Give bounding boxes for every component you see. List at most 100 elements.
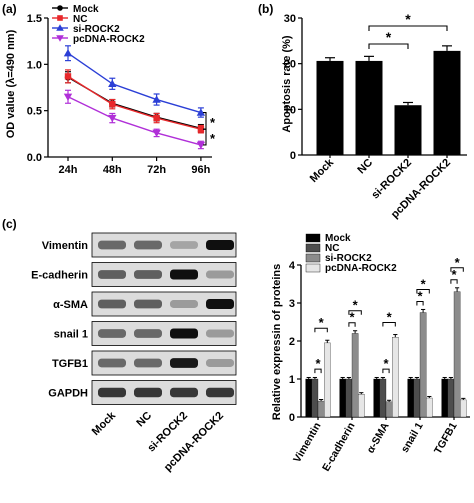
chart-c-bar — [345, 378, 353, 418]
chart-a-xtick-label: 72h — [147, 164, 166, 176]
panel-label-a: (a) — [2, 2, 17, 16]
chart-a-significance-star: * — [210, 115, 216, 130]
blot-band — [134, 240, 162, 250]
blot-band — [206, 387, 234, 398]
chart-b-xtick-label: Mock — [308, 156, 337, 185]
chart-a-point — [152, 129, 161, 138]
chart-a-legend-label: si-ROCK2 — [73, 24, 120, 35]
chart-a-xtick-label: 24h — [59, 164, 78, 176]
chart-c-significance-star: * — [417, 288, 423, 303]
chart-a-series-line — [67, 75, 202, 130]
chart-c-bar — [305, 378, 312, 418]
chart-a-point — [63, 93, 73, 101]
blot-row-label: E-cadherin — [31, 270, 88, 282]
blot-lane-label: Mock — [90, 409, 119, 438]
chart-c-significance-star: * — [455, 255, 461, 270]
line-chart-od-value: OD value (λ=490 nm) 0.0 0.5 1.0 1.5 24h 48h 72… — [5, 4, 216, 176]
chart-b-bar — [433, 50, 461, 155]
chart-c-bar — [407, 378, 414, 418]
chart-c-significance-star: * — [451, 267, 457, 282]
chart-a-legend-label: Mock — [73, 4, 99, 15]
chart-b-ylabel: Apoptosis rate (%) — [281, 35, 293, 133]
chart-a-legend-marker — [57, 15, 63, 21]
chart-c-significance-bracket — [450, 279, 458, 284]
chart-c-bar — [379, 378, 387, 418]
chart-c-bar — [317, 400, 325, 418]
blot-band — [98, 387, 126, 398]
chart-b-significance-star: * — [386, 29, 392, 45]
panel-label-c: (c) — [2, 217, 17, 231]
blot-row-label: GAPDH — [48, 388, 88, 400]
blot-row-label: snail 1 — [54, 329, 88, 341]
chart-b-ytick-label: 0 — [290, 150, 296, 162]
chart-b-bar — [316, 60, 344, 155]
chart-a-ytick-label: 1.5 — [27, 13, 42, 25]
panel-label-b: (b) — [258, 2, 273, 16]
chart-c-bar — [453, 291, 461, 418]
blot-band — [134, 329, 162, 338]
chart-a-point — [108, 114, 117, 123]
chart-c-significance-bracket — [416, 288, 430, 294]
blot-band — [170, 269, 198, 280]
blot-band — [170, 358, 198, 368]
chart-c-legend-label: NC — [325, 243, 339, 254]
chart-c-bar — [447, 378, 455, 418]
blot-band — [170, 241, 198, 249]
chart-b-significance-bracket — [368, 43, 409, 49]
blot-row-label: TGFB1 — [52, 358, 88, 370]
grouped-bar-chart-proteins: Relative expressin of proteins MockNCsi-… — [271, 233, 470, 473]
chart-a-legend-marker — [56, 24, 64, 31]
chart-a-point — [196, 108, 206, 116]
chart-c-xtick-label: snail 1 — [399, 420, 426, 454]
chart-c-bar — [441, 378, 448, 418]
chart-c-significance-bracket — [314, 327, 328, 333]
chart-c-significance-bracket — [348, 310, 362, 315]
blot-band — [134, 387, 162, 398]
chart-c-bar — [324, 342, 331, 418]
chart-c-legend-label: pcDNA-ROCK2 — [325, 263, 397, 274]
blot-band — [206, 240, 234, 250]
chart-a-point — [152, 95, 161, 103]
chart-a-point — [153, 114, 160, 122]
chart-c-bar — [339, 378, 346, 418]
chart-c-ytick-label: 0 — [289, 412, 295, 424]
blot-band — [170, 387, 198, 398]
chart-c-significance-star: * — [319, 315, 325, 330]
chart-c-xtick-label: α-SMA — [365, 420, 392, 455]
chart-a-ytick-label: 0.0 — [27, 152, 42, 164]
chart-b-significance-bracket — [368, 25, 448, 31]
blot-band — [98, 240, 126, 250]
chart-a-significance-star: * — [210, 131, 216, 146]
blot-band — [98, 270, 126, 279]
chart-c-legend-swatch — [305, 253, 321, 263]
chart-c-legend-label: si-ROCK2 — [325, 253, 372, 264]
chart-a-point — [197, 126, 205, 133]
chart-c-bar — [373, 378, 380, 418]
chart-b-ytick-label: 20 — [284, 59, 296, 71]
chart-a-series-line — [67, 96, 202, 146]
chart-a-point — [63, 49, 73, 57]
blot-band — [134, 270, 162, 279]
chart-a-significance-bracket — [203, 128, 207, 146]
chart-a-point — [64, 73, 72, 80]
chart-c-significance-star: * — [383, 356, 389, 371]
chart-c-significance-bracket — [382, 322, 396, 327]
blot-band — [134, 299, 162, 309]
blot-row-label: α-SMA — [53, 299, 88, 311]
chart-a-point — [109, 100, 116, 108]
chart-c-significance-bracket — [382, 368, 390, 374]
chart-c-xtick-label: Vimentin — [291, 421, 323, 465]
blot-band — [134, 358, 162, 368]
blot-lane-label: NC — [134, 410, 154, 430]
chart-b-ytick-label: 30 — [284, 13, 296, 25]
chart-c-legend-swatch — [305, 233, 321, 243]
chart-a-legend-marker — [56, 35, 64, 42]
chart-c-ytick-label: 2 — [289, 336, 295, 348]
chart-a-series-line — [67, 52, 202, 114]
blot-band — [98, 329, 126, 338]
chart-c-significance-star: * — [349, 310, 355, 325]
western-blot: Vimentin E-cadherin α-SMA snail 1 TGFB1 GAPDH… — [31, 232, 237, 474]
chart-c-bar — [460, 399, 467, 418]
chart-a-point — [108, 79, 117, 87]
chart-a-legend-label: pcDNA-ROCK2 — [73, 34, 145, 45]
